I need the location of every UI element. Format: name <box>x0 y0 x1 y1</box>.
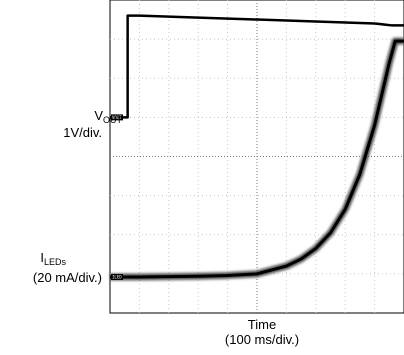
series-iled-line <box>110 39 404 279</box>
channel-marker-text: ILED <box>112 275 122 280</box>
channel-marker-text: VOUT <box>112 115 122 120</box>
channel-marker-iled <box>111 274 123 281</box>
iled-label-main: I <box>40 250 44 265</box>
vout-scale-label: 1V/div. <box>63 125 102 140</box>
iled-scale-label: (20 mA/div.) <box>32 270 102 285</box>
vout-label-sub: OUT <box>103 115 122 125</box>
series-vout-line <box>110 14 404 119</box>
vout-label-main: V <box>94 108 103 123</box>
x-axis-scale-label: (100 ms/div.) <box>224 332 300 347</box>
channel-marker-vout <box>111 114 123 121</box>
iled-label-sub: LEDs <box>43 257 66 267</box>
vout-label: VOUT <box>62 108 122 125</box>
grid-lines <box>110 0 404 313</box>
iled-label: ILEDs <box>20 250 66 267</box>
x-axis-label: Time <box>247 317 277 332</box>
